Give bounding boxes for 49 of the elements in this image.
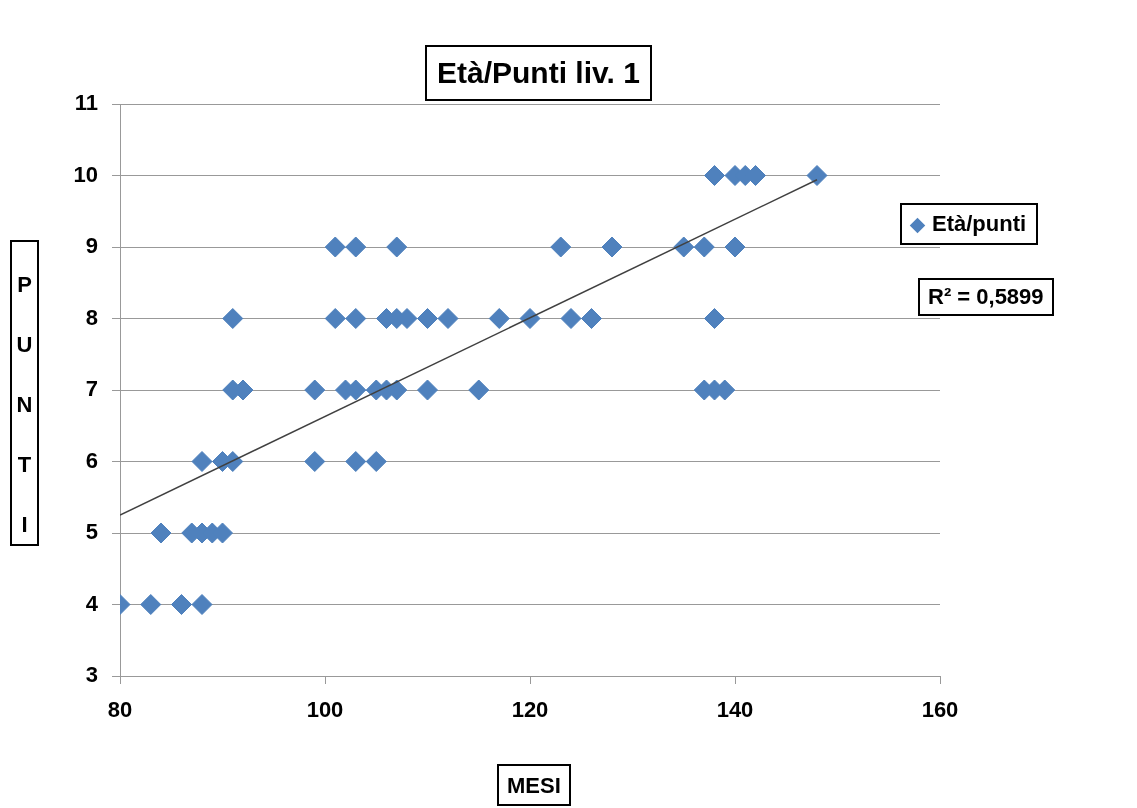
- y-tick-label: 4: [85, 590, 99, 616]
- point: [704, 308, 725, 329]
- point: [191, 594, 213, 615]
- y-tick-label: 3: [85, 662, 98, 688]
- point: [324, 308, 346, 329]
- point: [191, 451, 213, 472]
- point: [704, 165, 725, 186]
- point: [601, 236, 623, 258]
- point: [560, 308, 582, 329]
- point: [437, 308, 459, 329]
- y-tick-label: 7: [85, 376, 98, 402]
- x-tick-label: 80: [107, 697, 133, 723]
- y-axis-title: PUNTI: [11, 271, 38, 572]
- x-tick-label: 140: [716, 697, 754, 723]
- point: [345, 236, 367, 258]
- point: [417, 308, 438, 329]
- point: [345, 308, 367, 329]
- y-tick-label: 8: [85, 304, 98, 330]
- point: [468, 379, 490, 401]
- point: [806, 165, 828, 186]
- chart-title: Età/Punti liv. 1: [425, 45, 652, 101]
- y-tick-label: 9: [85, 233, 98, 259]
- point: [581, 308, 602, 329]
- x-tick-label: 120: [511, 697, 549, 723]
- point: [550, 236, 572, 258]
- point: [304, 451, 326, 472]
- point: [150, 522, 172, 544]
- y-tick-label: 5: [85, 519, 98, 545]
- point: [304, 379, 326, 401]
- y-tick-label: 6: [85, 447, 98, 473]
- y-tick-label: 10: [73, 161, 98, 187]
- point: [417, 379, 438, 401]
- x-axis-title: MESI: [497, 764, 571, 806]
- annotation: R² = 0,5899: [918, 278, 1054, 316]
- point: [693, 236, 715, 258]
- y-tick-label: 11: [74, 90, 98, 116]
- point: [222, 308, 244, 329]
- point: [171, 594, 192, 615]
- x-tick-label: 100: [306, 697, 344, 723]
- point: [386, 236, 408, 258]
- x-tick-label: 160: [921, 697, 959, 723]
- point: [324, 236, 346, 258]
- point: [724, 236, 746, 258]
- point: [140, 594, 162, 615]
- point: [345, 451, 367, 472]
- point: [488, 308, 510, 329]
- legend-label: Età/punti: [932, 211, 1027, 236]
- point: [365, 451, 387, 472]
- point: [673, 236, 695, 258]
